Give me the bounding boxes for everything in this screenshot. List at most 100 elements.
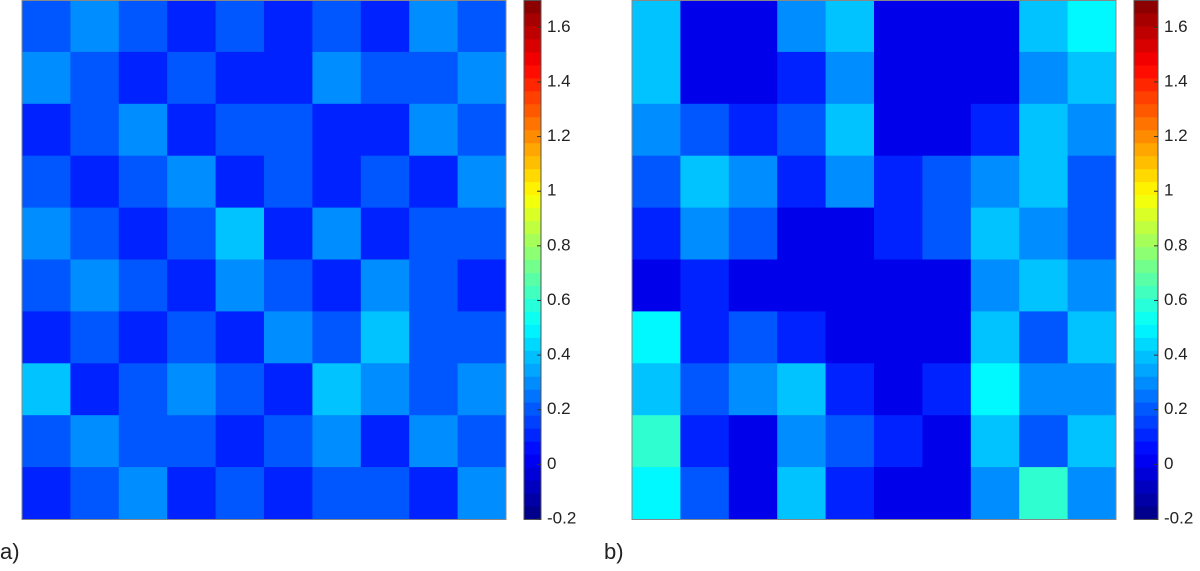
heatmap-cell xyxy=(874,467,923,520)
colorbar-frame xyxy=(523,0,542,520)
colorbar-step xyxy=(524,402,541,416)
colorbar-tick-label: 0.2 xyxy=(1164,399,1188,418)
colorbar-step xyxy=(524,194,541,209)
heatmap-cell xyxy=(777,363,827,416)
colorbar-step xyxy=(524,428,541,442)
colorbar-step xyxy=(524,77,541,92)
heatmap-cell xyxy=(360,155,410,209)
heatmap-cell xyxy=(874,207,923,260)
colorbar-step xyxy=(524,233,541,248)
colorbar-step xyxy=(524,285,541,299)
heatmap-cell xyxy=(1019,363,1069,416)
heatmap-cell xyxy=(1019,51,1069,105)
plot-frame xyxy=(21,0,507,520)
heatmap-cell xyxy=(409,0,459,53)
heatmap-cell xyxy=(167,103,217,157)
colorbar-step xyxy=(1134,441,1158,455)
heatmap-cell xyxy=(728,0,778,53)
colorbar-tick-label: 0.8 xyxy=(547,235,571,254)
colorbar-tick-label: 1.2 xyxy=(1164,126,1188,145)
heatmap-cell xyxy=(970,467,1020,520)
heatmap-cell xyxy=(360,259,410,312)
heatmap-cell xyxy=(777,103,827,157)
heatmap-cell xyxy=(70,467,120,520)
colorbar-tick-label: 1.2 xyxy=(547,126,571,145)
colorbar-step xyxy=(1134,493,1158,507)
panel-label: a) xyxy=(0,539,20,564)
heatmap-cell xyxy=(70,207,120,260)
colorbar-step xyxy=(1134,402,1158,416)
heatmap-cell xyxy=(264,415,313,468)
colorbar-step xyxy=(524,116,541,131)
heatmap-cell xyxy=(360,363,410,416)
colorbar-tick-label: 0.4 xyxy=(1164,345,1188,364)
heatmap-cell xyxy=(632,103,681,157)
heatmap-cell xyxy=(215,207,265,260)
heatmap-cell xyxy=(680,415,730,468)
heatmap-cell xyxy=(777,415,827,468)
heatmap-cell xyxy=(215,467,265,520)
heatmap-cell xyxy=(1067,415,1117,468)
colorbar-tick-label: 1.4 xyxy=(1164,71,1188,90)
colorbar-step xyxy=(524,103,541,118)
colorbar-frame xyxy=(1133,0,1159,520)
heatmap-cell xyxy=(728,311,778,364)
colorbar-tick-label: 1 xyxy=(1164,181,1173,200)
heatmap-cell xyxy=(118,259,168,312)
heatmap-cell xyxy=(874,415,923,468)
heatmap-cell xyxy=(874,363,923,416)
heatmap-cell xyxy=(409,363,459,416)
colorbar-step xyxy=(524,467,541,481)
colorbar-step xyxy=(524,12,541,27)
colorbar-step xyxy=(524,64,541,79)
heatmap-cell xyxy=(22,103,71,157)
heatmap-cell xyxy=(970,51,1020,105)
heatmap-cell xyxy=(360,467,410,520)
heatmap-cell xyxy=(167,155,217,209)
colorbar-step xyxy=(524,129,541,144)
heatmap-cell xyxy=(118,467,168,520)
heatmap-cell xyxy=(825,51,875,105)
heatmap-cell xyxy=(360,311,410,364)
heatmap-cell xyxy=(167,259,217,312)
heatmap-cell xyxy=(825,103,875,157)
colorbar-tick-label: 0.2 xyxy=(547,399,571,418)
colorbar-step xyxy=(1134,220,1158,235)
heatmap-cell xyxy=(680,207,730,260)
colorbar-step xyxy=(1134,480,1158,494)
colorbar-step xyxy=(1134,350,1158,364)
heatmap-cell xyxy=(118,415,168,468)
heatmap-cell xyxy=(632,51,681,105)
heatmap-cell xyxy=(457,415,507,468)
colorbar-tick-label: 0.4 xyxy=(547,345,571,364)
heatmap-cell xyxy=(874,103,923,157)
heatmap-cell xyxy=(22,155,71,209)
colorbar-step xyxy=(1134,324,1158,338)
colorbar-step xyxy=(524,415,541,429)
heatmap-cell xyxy=(728,259,778,312)
heatmap-cell xyxy=(167,51,217,105)
heatmap-cell xyxy=(1019,415,1069,468)
heatmap-cell xyxy=(970,259,1020,312)
heatmap-cell xyxy=(728,103,778,157)
colorbar-step xyxy=(524,441,541,455)
heatmap-cell xyxy=(777,259,827,312)
heatmap-cell xyxy=(922,207,972,260)
heatmap-cell xyxy=(312,51,362,105)
colorbar-tick-label: 0 xyxy=(1164,454,1173,473)
colorbar-step xyxy=(1134,51,1158,66)
heatmap-cell xyxy=(22,467,71,520)
heatmap-cell xyxy=(409,51,459,105)
heatmap-cell xyxy=(777,155,827,209)
heatmap-cell xyxy=(825,415,875,468)
heatmap-cell xyxy=(1067,363,1117,416)
heatmap-cell xyxy=(922,363,972,416)
heatmap-cell xyxy=(922,467,972,520)
colorbar-step xyxy=(1134,25,1158,40)
heatmap-cell xyxy=(457,363,507,416)
heatmap-cell xyxy=(167,0,217,53)
heatmap-cell xyxy=(118,363,168,416)
heatmap-cell xyxy=(22,259,71,312)
heatmap-cell xyxy=(825,311,875,364)
heatmap-cell xyxy=(922,155,972,209)
